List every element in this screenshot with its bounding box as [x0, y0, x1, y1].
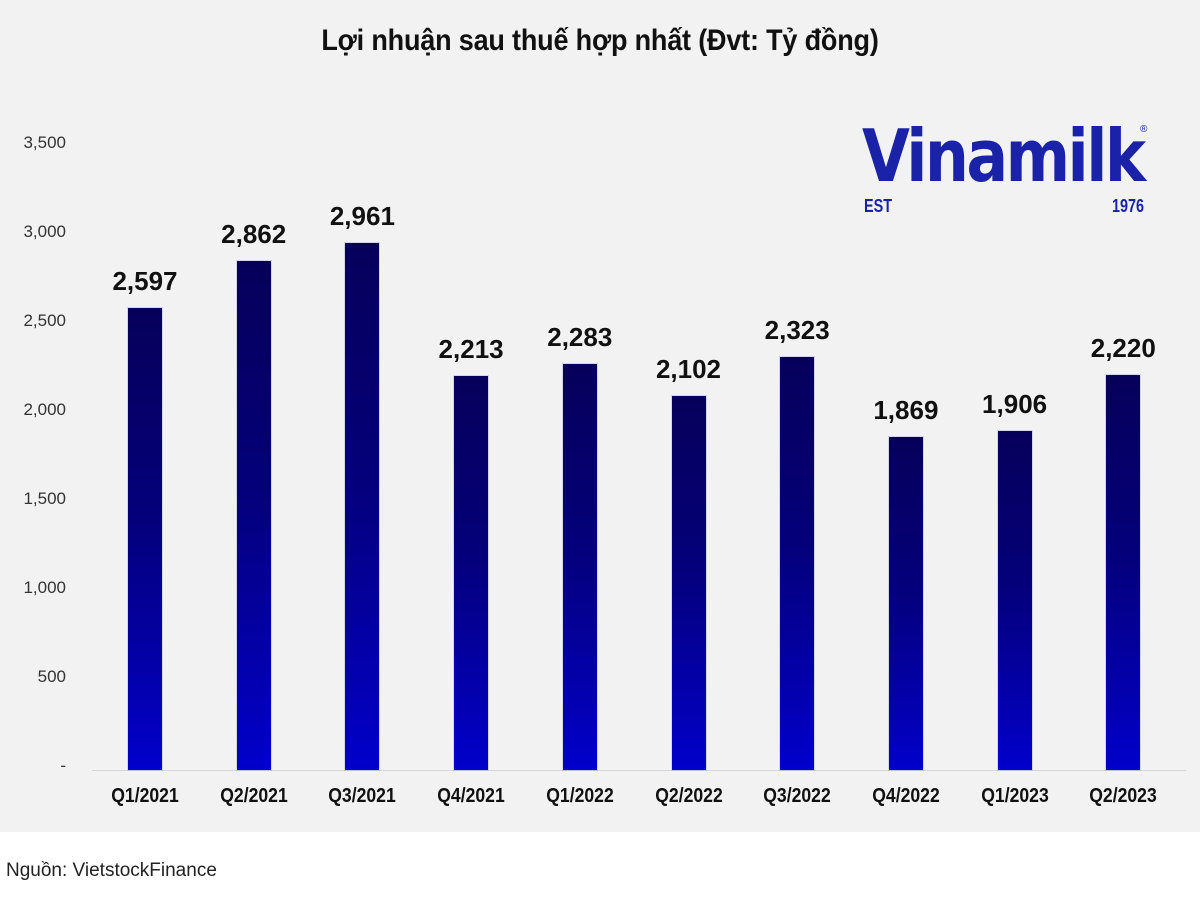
x-tick-label: Q3/2022: [763, 785, 831, 807]
bar: [997, 430, 1032, 770]
y-tick-label: 3,000: [23, 222, 66, 241]
logo-year: 1976: [1111, 196, 1144, 216]
x-tick-label: Q1/2023: [980, 785, 1049, 807]
bar: [562, 363, 597, 770]
bar-value-label: 1,869: [873, 395, 939, 426]
x-axis-line: [92, 770, 1186, 771]
y-tick-label: 1,500: [23, 489, 66, 508]
chart-title: Lợi nhuận sau thuế hợp nhất (Đvt: Tỷ đồn…: [321, 24, 879, 57]
bar-value-label: 2,862: [221, 218, 287, 249]
logo-est: EST: [864, 196, 893, 216]
bar-value-label: 2,323: [764, 314, 830, 345]
bar-value-label: 2,597: [112, 265, 178, 296]
x-tick-label: Q2/2021: [219, 785, 288, 807]
bar: [780, 356, 815, 770]
x-tick-label: Q3/2021: [328, 785, 397, 807]
bar-value-label: 2,213: [438, 334, 504, 365]
y-tick-label: 2,000: [23, 400, 66, 419]
bar-value-label: 2,961: [329, 200, 395, 231]
x-tick-label: Q1/2021: [111, 785, 179, 807]
bar-value-label: 2,220: [1090, 332, 1156, 363]
y-tick-label: -: [60, 756, 66, 775]
y-tick-label: 2,500: [23, 311, 66, 330]
bar: [1106, 374, 1141, 770]
x-tick-label: Q1/2022: [546, 785, 614, 807]
x-tick-label: Q2/2022: [654, 785, 723, 807]
bar: [454, 376, 489, 770]
x-tick-label: Q2/2023: [1089, 785, 1158, 807]
bar: [671, 395, 706, 770]
bar: [345, 242, 380, 770]
bar: [128, 307, 162, 770]
bar: [888, 437, 923, 770]
bar-value-label: 2,102: [655, 353, 722, 384]
x-tick-label: Q4/2021: [437, 785, 505, 807]
bar-value-label: 1,906: [982, 388, 1048, 419]
bar: [236, 260, 271, 770]
registered-mark-icon: ®: [1140, 124, 1148, 135]
source-note: Nguồn: VietstockFinance: [6, 860, 217, 881]
logo-wordmark: Vinamilk: [862, 114, 1146, 198]
chart-panel: Lợi nhuận sau thuế hợp nhất (Đvt: Tỷ đồn…: [0, 0, 1200, 832]
vinamilk-logo: Vinamilk ® EST 1976: [862, 116, 1152, 226]
y-tick-label: 3,500: [23, 133, 66, 152]
x-tick-label: Q4/2022: [872, 785, 940, 807]
bar-value-label: 2,283: [547, 321, 613, 352]
y-tick-label: 1,000: [23, 578, 66, 597]
y-tick-label: 500: [37, 667, 66, 686]
